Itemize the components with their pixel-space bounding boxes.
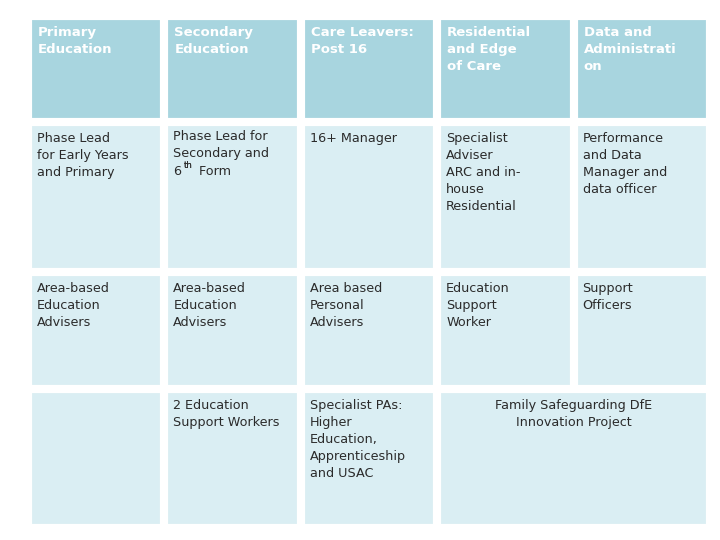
Bar bbox=[575, 274, 708, 387]
Bar bbox=[439, 391, 708, 526]
Text: Specialist PAs:
Higher
Education,
Apprenticeship
and USAC: Specialist PAs: Higher Education, Appren… bbox=[310, 399, 406, 480]
Bar bbox=[439, 18, 572, 119]
Bar bbox=[30, 391, 163, 526]
Bar bbox=[30, 124, 163, 270]
Bar bbox=[439, 124, 572, 270]
Text: Support
Officers: Support Officers bbox=[582, 282, 634, 312]
Text: Residential
and Edge
of Care: Residential and Edge of Care bbox=[447, 26, 531, 73]
Bar bbox=[575, 124, 708, 270]
Text: Primary
Education: Primary Education bbox=[38, 26, 112, 56]
Text: Education
Support
Worker: Education Support Worker bbox=[446, 282, 510, 329]
Bar bbox=[303, 274, 435, 387]
Text: Form: Form bbox=[195, 165, 231, 178]
Text: Specialist
Adviser
ARC and in-
house
Residential: Specialist Adviser ARC and in- house Res… bbox=[446, 132, 521, 213]
Bar bbox=[166, 391, 299, 526]
Text: Secondary
Education: Secondary Education bbox=[174, 26, 253, 56]
Text: Secondary and: Secondary and bbox=[174, 147, 269, 160]
Text: Data and
Administrati
on: Data and Administrati on bbox=[584, 26, 676, 73]
Text: Area-based
Education
Advisers: Area-based Education Advisers bbox=[37, 282, 110, 329]
Bar bbox=[166, 18, 299, 119]
Text: 6: 6 bbox=[174, 165, 181, 178]
Text: th: th bbox=[184, 161, 192, 170]
Text: Performance
and Data
Manager and
data officer: Performance and Data Manager and data of… bbox=[582, 132, 667, 195]
Bar bbox=[166, 274, 299, 387]
Bar bbox=[303, 124, 435, 270]
Text: 16+ Manager: 16+ Manager bbox=[310, 132, 397, 145]
Bar bbox=[303, 391, 435, 526]
Text: Phase Lead
for Early Years
and Primary: Phase Lead for Early Years and Primary bbox=[37, 132, 129, 179]
Bar bbox=[166, 124, 299, 270]
Bar bbox=[303, 18, 435, 119]
Text: Area-based
Education
Advisers: Area-based Education Advisers bbox=[174, 282, 246, 329]
Bar bbox=[30, 18, 163, 119]
Bar bbox=[30, 274, 163, 387]
Text: Family Safeguarding DfE
Innovation Project: Family Safeguarding DfE Innovation Proje… bbox=[495, 399, 652, 429]
Bar bbox=[575, 18, 708, 119]
Text: Phase Lead for: Phase Lead for bbox=[174, 130, 268, 143]
Text: Area based
Personal
Advisers: Area based Personal Advisers bbox=[310, 282, 382, 329]
Text: 2 Education
Support Workers: 2 Education Support Workers bbox=[174, 399, 280, 429]
Bar bbox=[439, 274, 572, 387]
Text: Care Leavers:
Post 16: Care Leavers: Post 16 bbox=[311, 26, 414, 56]
Text: th: th bbox=[184, 161, 192, 170]
